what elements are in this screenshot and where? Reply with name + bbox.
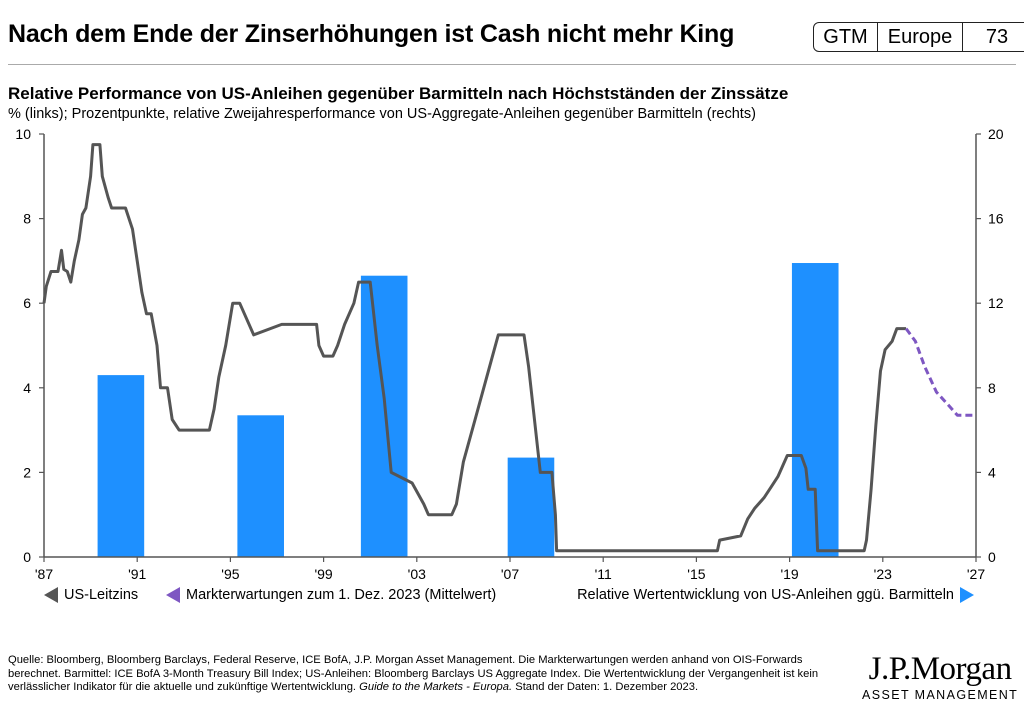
y-right-tick-label: 4 [988,464,996,480]
x-tick-label: '27 [967,566,985,582]
logo-main: J.P.Morgan [868,651,1012,687]
x-tick-label: '99 [314,566,332,582]
badge-region: Europe [877,23,962,51]
bar-1 [237,415,284,557]
triangle-right-icon [960,587,974,603]
triangle-left-icon [166,587,180,603]
bar-3 [507,457,555,557]
y-left-tick-label: 6 [23,295,31,311]
legend-relative-label: Relative Wertentwicklung von US-Anleihen… [577,587,954,603]
y-left-tick-label: 10 [15,126,31,142]
x-tick-label: '23 [874,566,892,582]
y-left-tick-label: 2 [23,464,31,480]
x-tick-label: '07 [501,566,519,582]
y-right-tick-label: 0 [988,549,996,565]
y-left-tick-label: 8 [23,211,31,227]
triangle-left-icon [44,587,58,603]
legend-expectations: Markterwartungen zum 1. Dez. 2023 (Mitte… [166,587,496,603]
chart: 0 2 4 6 8 10 0 4 8 12 16 20 '87 '91 '95 '99 '03 '07 '11 '15… [15,126,1004,582]
x-tick-label: '15 [687,566,705,582]
logo-sub: ASSET MANAGEMENT [862,688,1019,702]
y-right-tick-label: 8 [988,380,996,396]
footnote-date: Stand der Daten: 1. Dezember 2023. [512,681,699,693]
footnote-text: Quelle: Bloomberg, Bloomberg Barclays, F… [8,654,819,693]
legend-relative: Relative Wertentwicklung von US-Anleihen… [577,587,974,603]
y-right-tick-label: 12 [988,295,1004,311]
bar-0 [97,375,145,557]
y-right-tick-label: 20 [988,126,1004,142]
y-right-tick-label: 16 [988,211,1004,227]
y-left-tick-label: 0 [23,549,31,565]
chart-subtitle: % (links); Prozentpunkte, relative Zweij… [8,106,756,122]
bar-2 [360,275,408,557]
x-tick-label: '03 [408,566,426,582]
legend-expectations-label: Markterwartungen zum 1. Dez. 2023 (Mitte… [186,587,497,603]
title-divider [8,64,1016,65]
page-badge: GTM Europe 73 [813,22,1024,52]
page-title: Nach dem Ende der Zinserhöhungen ist Cas… [8,20,735,48]
legend-fed-rate-label: US-Leitzins [64,587,139,603]
x-tick-label: '87 [35,566,53,582]
x-tick-label: '19 [780,566,798,582]
chart-title: Relative Performance von US-Anleihen geg… [8,84,789,103]
jpmorgan-logo: J.P.Morgan ASSET MANAGEMENT [862,652,1018,702]
legend-fed-rate: US-Leitzins [44,587,138,603]
x-tick-label: '11 [595,566,612,582]
badge-gtm: GTM [823,25,868,48]
footnote: Quelle: Bloomberg, Bloomberg Barclays, F… [8,654,828,695]
line-fed-rate [42,143,907,553]
x-tick-label: '91 [128,566,146,582]
badge-page-number: 73 [962,23,1024,51]
line-market-expectations [904,327,976,417]
x-tick-label: '95 [221,566,239,582]
footnote-publication: Guide to the Markets - Europa. [359,681,513,693]
y-left-tick-label: 4 [23,380,31,396]
